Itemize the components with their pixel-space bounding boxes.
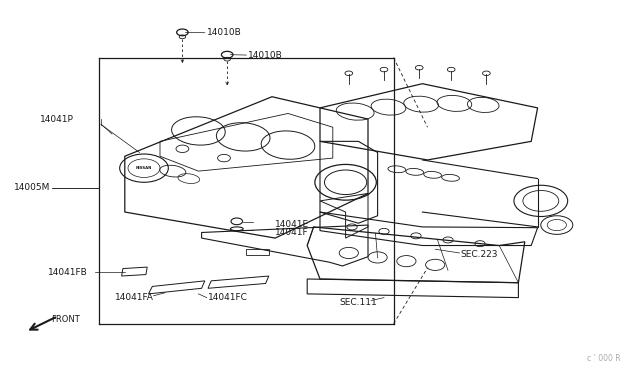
Text: 14041P: 14041P <box>40 115 74 124</box>
Text: 14041FC: 14041FC <box>208 293 248 302</box>
Text: 14041FA: 14041FA <box>115 293 154 302</box>
Text: 14010B: 14010B <box>207 28 241 37</box>
Text: FRONT: FRONT <box>51 315 80 324</box>
Text: 14041E: 14041E <box>275 220 309 229</box>
Text: c ’ 000 R: c ’ 000 R <box>587 354 621 363</box>
Text: 14010B: 14010B <box>248 51 283 60</box>
Text: 14041F: 14041F <box>275 228 309 237</box>
Text: NISSAN: NISSAN <box>136 166 152 170</box>
Text: SEC.111: SEC.111 <box>339 298 377 307</box>
Text: SEC.223: SEC.223 <box>461 250 499 259</box>
Text: 14041FB: 14041FB <box>48 268 88 277</box>
Text: 14005M: 14005M <box>14 183 51 192</box>
